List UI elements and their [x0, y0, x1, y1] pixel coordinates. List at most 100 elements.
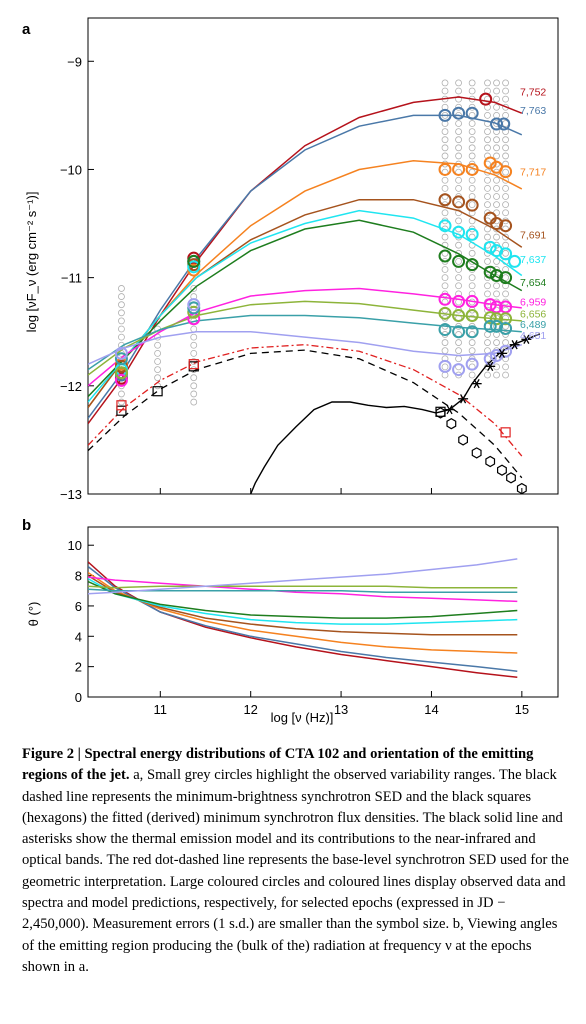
- variability-circle: [455, 184, 462, 192]
- base-level-square: [188, 359, 199, 370]
- theta-line-e4651: [88, 558, 518, 595]
- variability-circle: [441, 176, 449, 184]
- y-tick-label: 8: [75, 569, 82, 584]
- x-tick-label: 15: [515, 702, 529, 717]
- thermal-asterisk: [509, 340, 520, 350]
- variability-circle: [493, 152, 500, 160]
- y-tick-label: 4: [75, 629, 82, 644]
- variability-circle: [502, 201, 509, 209]
- variability-circle: [455, 274, 462, 282]
- theta-line-e6656: [88, 585, 518, 589]
- asterisk-stroke: [473, 378, 480, 389]
- observed-circle-6656: [483, 311, 497, 325]
- variability-circle: [154, 358, 161, 365]
- thermal-asterisk: [471, 378, 482, 389]
- x-tick-label: 14: [424, 702, 438, 717]
- variability-circle: [441, 209, 449, 217]
- variability-circle: [493, 111, 500, 119]
- variability-circle: [493, 176, 500, 184]
- variability-circle: [502, 168, 509, 176]
- variability-circle: [154, 374, 161, 382]
- base-level-square: [500, 427, 511, 438]
- variability-circle: [484, 128, 491, 135]
- variability-circle: [493, 339, 500, 346]
- variability-circle: [468, 184, 476, 192]
- variability-circle: [468, 136, 476, 144]
- legend-epoch-label: 7,717: [520, 167, 546, 179]
- observed-circle-7763: [497, 117, 511, 131]
- asterisk-stroke: [460, 394, 467, 404]
- figure: a b −9 −10 −11 −12 −13 7,752 7,763 7,717 7,691 7,…: [22, 17, 559, 725]
- observed-circle-4651: [438, 359, 452, 373]
- variability-circle: [468, 103, 476, 111]
- variability-circle: [118, 398, 125, 406]
- observed-circle-7763: [490, 117, 504, 131]
- variability-circle: [468, 282, 476, 290]
- observed-circle-6656: [490, 312, 504, 326]
- x-tick-label: 13: [334, 702, 348, 717]
- variability-circle: [502, 363, 509, 371]
- variability-circle: [468, 128, 476, 135]
- variability-circle: [502, 193, 509, 200]
- variability-circle: [493, 371, 500, 379]
- variability-circle: [118, 309, 125, 317]
- variability-circle: [441, 87, 449, 95]
- variability-circle: [468, 79, 476, 87]
- variability-circle: [484, 193, 491, 200]
- variability-circle: [441, 274, 449, 282]
- variability-circle: [502, 95, 509, 103]
- observed-circle-7654: [465, 258, 479, 272]
- variability-circle: [502, 331, 509, 338]
- variability-circle: [502, 241, 509, 249]
- variability-circle: [493, 184, 500, 192]
- observed-circle-6489: [114, 352, 128, 366]
- variability-circle: [502, 339, 509, 346]
- panel-a-label: a: [22, 21, 31, 38]
- legend-epoch-label: 7,637: [520, 254, 546, 266]
- observed-circle-7717: [438, 162, 452, 176]
- derived-flux-hexagon: [471, 447, 482, 459]
- variability-circle: [441, 152, 449, 160]
- observed-circle-7637: [187, 260, 201, 274]
- derived-flux-hexagon: [497, 464, 507, 476]
- observed-circle-6489: [452, 325, 466, 339]
- variability-circle: [468, 120, 476, 127]
- legend-epoch-label: 7,752: [520, 87, 546, 99]
- variability-circle: [154, 341, 161, 349]
- observed-circle-7637: [465, 227, 479, 241]
- observed-circle-7763: [438, 108, 452, 122]
- variability-circle: [190, 374, 198, 382]
- variability-circle: [455, 79, 462, 87]
- observed-circle-7691: [438, 193, 452, 207]
- variability-circle: [484, 79, 491, 87]
- x-tick-label: 11: [154, 702, 168, 717]
- variability-circle: [502, 87, 509, 95]
- theta-line-e6959: [88, 576, 518, 603]
- variability-circle: [468, 176, 476, 184]
- variability-circle: [484, 233, 491, 241]
- variability-circle: [468, 193, 476, 200]
- legend-epoch-label: 6,656: [520, 308, 546, 320]
- variability-circle: [484, 371, 491, 379]
- observed-circle-6489: [483, 319, 497, 333]
- thermal-asterisk: [521, 334, 532, 344]
- variability-circle: [118, 333, 125, 341]
- variability-circle: [190, 341, 198, 349]
- variability-circle: [118, 293, 125, 300]
- observed-circle-6656: [465, 309, 479, 322]
- observed-circle-6959: [114, 373, 128, 387]
- sed-line-7637: [88, 209, 523, 403]
- variability-circle: [484, 136, 491, 144]
- variability-circle: [468, 87, 476, 95]
- sed-line-6656: [88, 300, 522, 376]
- observed-circle-7637: [508, 254, 522, 268]
- variability-circle: [468, 249, 476, 257]
- variability-circle: [493, 79, 500, 87]
- variability-circle: [502, 249, 509, 257]
- asterisk-stroke: [446, 404, 453, 415]
- variability-circle: [118, 285, 125, 292]
- observed-circle-6489: [438, 323, 452, 337]
- thermal-asterisk: [485, 361, 496, 372]
- thermal-asterisk: [444, 404, 455, 415]
- thermal-asterisk: [496, 348, 507, 359]
